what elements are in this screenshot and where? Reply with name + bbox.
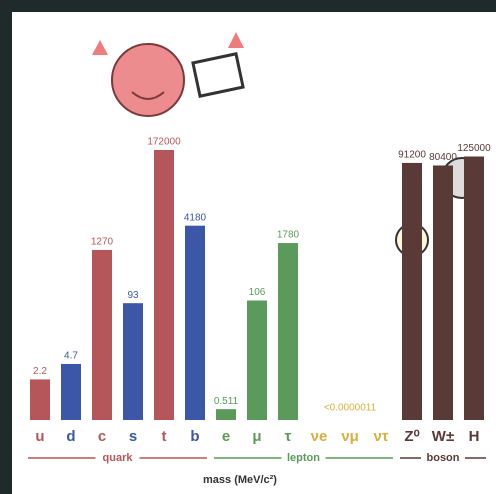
particle-symbol: μ (252, 428, 261, 445)
bar (30, 379, 50, 420)
value-label: 93 (127, 290, 139, 301)
value-label: 172000 (147, 137, 181, 148)
particle-symbol: νμ (341, 428, 359, 445)
value-label: 1780 (277, 230, 300, 241)
particle-symbol: c (98, 428, 106, 445)
group-label: lepton (287, 452, 320, 464)
value-label: 2.2 (33, 366, 47, 377)
bar (278, 243, 298, 420)
group-label: quark (103, 452, 134, 464)
bar (216, 409, 236, 420)
value-label: 91200 (398, 150, 426, 161)
top-quark-mascot (92, 32, 245, 117)
bar (154, 150, 174, 420)
panel (12, 12, 496, 494)
particle-symbol: νe (311, 428, 328, 445)
particle-symbol: s (129, 428, 137, 445)
value-label: 4.7 (64, 351, 78, 362)
bar (433, 165, 453, 420)
group-label: boson (427, 452, 460, 464)
bar (92, 249, 112, 420)
particle-symbol: ντ (373, 428, 388, 445)
particle-symbol: u (35, 428, 44, 445)
particle-symbol: Z⁰ (404, 428, 419, 445)
value-label: 106 (249, 287, 266, 298)
particle-symbol: d (66, 428, 75, 445)
bar (185, 225, 205, 420)
value-label: 125000 (457, 143, 491, 154)
x-axis-label: mass (MeV/c²) (203, 474, 277, 486)
particle-symbol: t (162, 428, 167, 445)
particle-symbol: H (469, 428, 480, 445)
bar (464, 156, 484, 420)
value-label: 1270 (91, 237, 114, 248)
particle-symbol: W± (432, 428, 454, 445)
particle-symbol: τ (285, 428, 292, 445)
value-label: 4180 (184, 212, 207, 223)
bar (123, 303, 143, 420)
particle-symbol: b (190, 428, 199, 445)
particle-symbol: e (222, 428, 230, 445)
value-label: 0.511 (214, 396, 239, 407)
value-label: 80400 (429, 152, 457, 163)
neutrino-mass-label: <0.0000011 (324, 403, 377, 414)
bar (402, 162, 422, 421)
bar (247, 300, 267, 420)
bar (61, 363, 81, 420)
